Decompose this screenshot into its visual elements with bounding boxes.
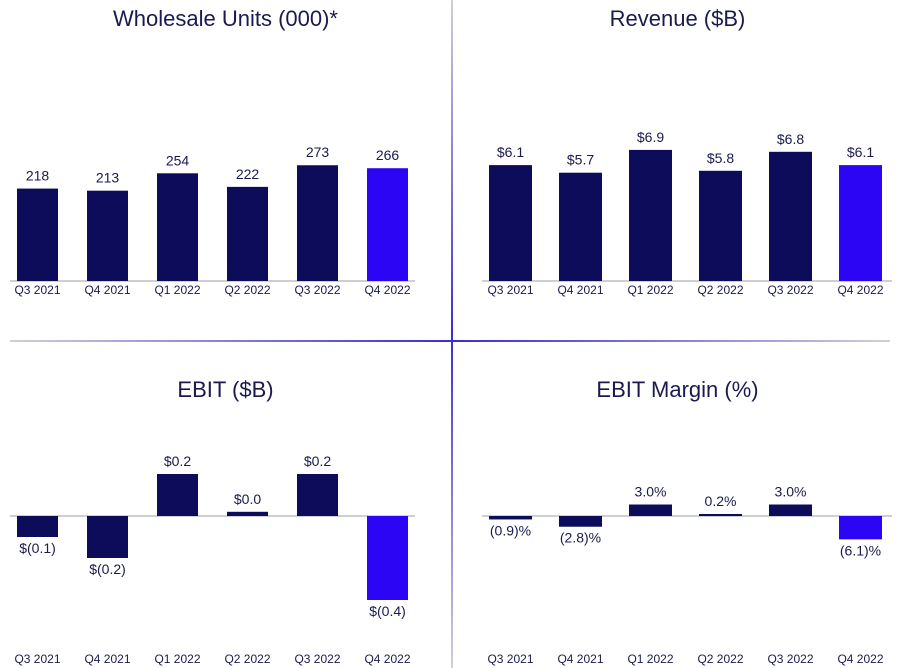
chart-title: EBIT ($B) bbox=[177, 377, 274, 402]
data-label: $(0.1) bbox=[19, 540, 56, 556]
bar-q3-2021 bbox=[17, 516, 58, 537]
bar-q2-2022 bbox=[699, 170, 742, 281]
chart-title: EBIT Margin (%) bbox=[596, 377, 759, 402]
x-tick-label: Q4 2022 bbox=[364, 652, 410, 666]
x-tick-label: Q4 2021 bbox=[84, 283, 130, 297]
x-tick-label: Q2 2022 bbox=[224, 652, 270, 666]
x-tick-label: Q3 2022 bbox=[767, 283, 813, 297]
x-tick-label: Q1 2022 bbox=[154, 652, 200, 666]
x-tick-label: Q3 2021 bbox=[14, 283, 60, 297]
data-label: 3.0% bbox=[775, 484, 807, 500]
bar-q1-2022 bbox=[157, 173, 198, 281]
bar-q2-2022 bbox=[227, 511, 268, 516]
data-label: (2.8)% bbox=[560, 530, 601, 546]
data-label: (0.9)% bbox=[490, 522, 531, 538]
data-label: 3.0% bbox=[635, 484, 667, 500]
bar-q4-2022 bbox=[367, 516, 408, 600]
bar-q4-2021 bbox=[87, 190, 128, 281]
bar-q2-2022 bbox=[699, 514, 742, 516]
bar-q3-2022 bbox=[769, 151, 812, 281]
vertical-divider bbox=[451, 0, 453, 668]
data-label: 222 bbox=[236, 166, 260, 182]
bar-q4-2022 bbox=[839, 516, 882, 540]
bar-q3-2021 bbox=[489, 165, 532, 281]
x-tick-label: Q1 2022 bbox=[154, 283, 200, 297]
bar-q4-2022 bbox=[839, 165, 882, 281]
bar-q2-2022 bbox=[227, 186, 268, 281]
x-tick-label: Q2 2022 bbox=[697, 652, 743, 666]
ebit-panel: EBIT ($B) $(0.1) Q3 2021 $(0.2) Q4 2021 $0.2… bbox=[0, 343, 451, 668]
horizontal-divider-left bbox=[10, 340, 451, 342]
x-tick-label: Q1 2022 bbox=[627, 283, 673, 297]
data-label: $6.1 bbox=[497, 144, 524, 160]
revenue-panel: Revenue ($B) $6.1 Q3 2021 $5.7 Q4 2021 $6.9 Q… bbox=[452, 0, 903, 334]
data-label: $(0.4) bbox=[369, 603, 406, 619]
x-tick-label: Q4 2021 bbox=[557, 652, 603, 666]
bar-q3-2021 bbox=[489, 516, 532, 520]
x-tick-label: Q3 2022 bbox=[294, 283, 340, 297]
data-label: $(0.2) bbox=[89, 561, 126, 577]
x-tick-label: Q4 2022 bbox=[837, 652, 883, 666]
data-label: 213 bbox=[96, 170, 120, 186]
data-label: 266 bbox=[376, 147, 400, 163]
ebit-margin-chart: (0.9)% Q3 2021 (2.8)% Q4 2021 3.0% Q1 2022 0.2… bbox=[482, 484, 892, 666]
data-label: 0.2% bbox=[705, 493, 737, 509]
data-label: $0.0 bbox=[234, 491, 261, 507]
chart-title: Revenue ($B) bbox=[609, 6, 746, 31]
x-tick-label: Q3 2021 bbox=[487, 283, 533, 297]
data-label: $0.2 bbox=[304, 453, 331, 469]
revenue-chart: $6.1 Q3 2021 $5.7 Q4 2021 $6.9 Q1 2022 $5.8 Q2 … bbox=[482, 129, 892, 297]
wholesale-units-chart: 218 Q3 2021 213 Q4 2021 254 Q1 2022 222 Q2 2022… bbox=[10, 144, 415, 297]
data-label: $6.8 bbox=[777, 131, 804, 147]
bar-q1-2022 bbox=[157, 474, 198, 516]
bar-q4-2021 bbox=[87, 516, 128, 558]
data-label: 218 bbox=[26, 168, 50, 184]
data-label: $0.2 bbox=[164, 453, 191, 469]
x-tick-label: Q3 2021 bbox=[487, 652, 533, 666]
data-label: 254 bbox=[166, 152, 190, 168]
bar-q3-2021 bbox=[17, 188, 58, 281]
x-tick-label: Q2 2022 bbox=[224, 283, 270, 297]
bar-q1-2022 bbox=[629, 149, 672, 281]
x-tick-label: Q1 2022 bbox=[627, 652, 673, 666]
data-label: (6.1)% bbox=[840, 542, 881, 558]
x-tick-label: Q3 2021 bbox=[14, 652, 60, 666]
data-label: $6.9 bbox=[637, 129, 664, 145]
bar-q3-2022 bbox=[769, 504, 812, 516]
data-label: 273 bbox=[306, 144, 330, 160]
x-tick-label: Q4 2021 bbox=[557, 283, 603, 297]
bar-q3-2022 bbox=[297, 165, 338, 281]
bar-q1-2022 bbox=[629, 504, 672, 516]
x-tick-label: Q4 2022 bbox=[837, 283, 883, 297]
bar-q4-2021 bbox=[559, 172, 602, 281]
chart-title: Wholesale Units (000)* bbox=[113, 6, 338, 31]
x-tick-label: Q2 2022 bbox=[697, 283, 743, 297]
ebit-margin-panel: EBIT Margin (%) (0.9)% Q3 2021 (2.8)% Q4 20… bbox=[452, 343, 903, 668]
x-tick-label: Q4 2021 bbox=[84, 652, 130, 666]
x-tick-label: Q3 2022 bbox=[767, 652, 813, 666]
data-label: $6.1 bbox=[847, 144, 874, 160]
bar-q3-2022 bbox=[297, 474, 338, 516]
wholesale-units-panel: Wholesale Units (000)* 218 Q3 2021 213 Q4 2… bbox=[0, 0, 451, 334]
data-label: $5.7 bbox=[567, 152, 594, 168]
x-tick-label: Q3 2022 bbox=[294, 652, 340, 666]
bar-q4-2021 bbox=[559, 516, 602, 527]
horizontal-divider-right bbox=[453, 340, 890, 342]
data-label: $5.8 bbox=[707, 150, 734, 166]
bar-q4-2022 bbox=[367, 168, 408, 281]
ebit-chart: $(0.1) Q3 2021 $(0.2) Q4 2021 $0.2 Q1 2022 $0.… bbox=[10, 453, 415, 666]
x-tick-label: Q4 2022 bbox=[364, 283, 410, 297]
